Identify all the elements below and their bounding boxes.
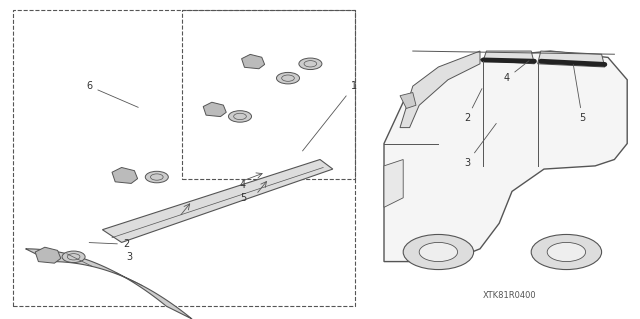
Polygon shape (26, 249, 192, 319)
Text: 4: 4 (240, 180, 246, 190)
Polygon shape (483, 51, 534, 64)
Text: 4: 4 (504, 61, 529, 83)
Text: 3: 3 (464, 123, 496, 168)
Text: 3: 3 (126, 252, 132, 262)
Text: XTK81R0400: XTK81R0400 (483, 291, 537, 300)
Circle shape (228, 111, 252, 122)
Text: 2: 2 (464, 89, 482, 123)
Circle shape (547, 242, 586, 262)
Circle shape (145, 171, 168, 183)
Circle shape (276, 72, 300, 84)
Polygon shape (384, 160, 403, 207)
Polygon shape (400, 51, 480, 128)
Text: 6: 6 (86, 81, 138, 108)
Text: 1: 1 (303, 81, 357, 151)
Polygon shape (102, 160, 333, 242)
Circle shape (403, 234, 474, 270)
Text: 5: 5 (573, 64, 586, 123)
Polygon shape (538, 51, 605, 67)
Polygon shape (112, 167, 138, 183)
Circle shape (62, 251, 85, 263)
Text: 2: 2 (89, 239, 129, 249)
Circle shape (419, 242, 458, 262)
Polygon shape (35, 247, 61, 263)
Circle shape (531, 234, 602, 270)
Polygon shape (242, 54, 265, 69)
Circle shape (299, 58, 322, 70)
Polygon shape (204, 102, 227, 117)
Text: 5: 5 (240, 193, 246, 203)
Polygon shape (400, 93, 416, 108)
Polygon shape (384, 51, 627, 262)
